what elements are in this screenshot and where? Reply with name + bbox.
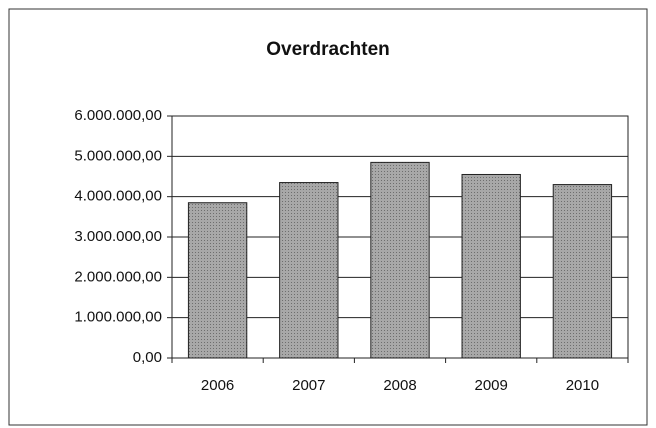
bar [370,161,430,359]
y-tick-label: 6.000.000,00 [74,107,162,124]
chart-frame [8,8,648,426]
x-tick-label: 2007 [292,377,325,394]
y-tick-label: 1.000.000,00 [74,309,162,326]
x-tick-label: 2006 [201,377,234,394]
x-tick-label: 2008 [383,377,416,394]
y-tick-label: 5.000.000,00 [74,147,162,164]
y-tick-label: 0,00 [133,349,162,366]
x-tick-label: 2010 [566,377,599,394]
y-tick-label: 2.000.000,00 [74,268,162,285]
bar [461,173,521,359]
bar [187,202,248,359]
x-tick-label: 2009 [475,377,508,394]
y-tick-label: 3.000.000,00 [74,228,162,245]
bar [552,184,613,359]
y-tick-label: 4.000.000,00 [74,188,162,205]
bar [279,182,339,359]
chart-title: Overdrachten [266,39,390,60]
